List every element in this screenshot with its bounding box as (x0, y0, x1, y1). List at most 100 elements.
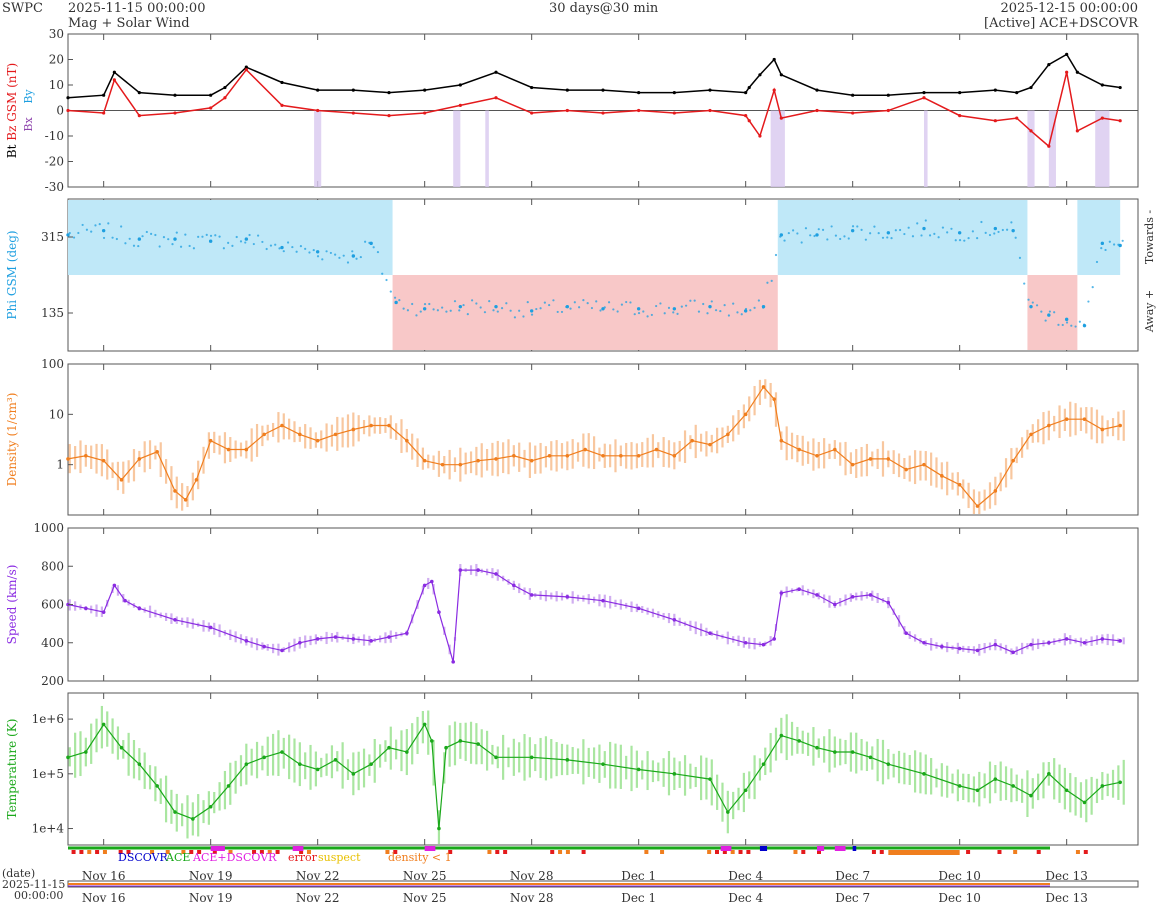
series-bt-point (672, 91, 676, 95)
series-temperature-point (262, 755, 266, 760)
phi-point (364, 240, 367, 243)
series-bz-point (223, 96, 227, 100)
start-time: 2025-11-15 00:00:00 (68, 1, 206, 16)
y-tick-label: 200 (41, 674, 64, 688)
quality-flag-mark (966, 850, 971, 854)
phi-point (1100, 247, 1103, 250)
phi-point (860, 228, 863, 231)
quality-flag-mark (565, 850, 570, 854)
series-density-point (743, 412, 748, 417)
phi-point (471, 299, 474, 302)
series-speed-point (672, 618, 677, 622)
phi-point (539, 307, 542, 310)
quality-flag-mark (150, 850, 155, 854)
series-speed-point (601, 598, 605, 603)
phi-point (214, 234, 217, 237)
series-temperature-point (494, 755, 498, 760)
series-bt-point (494, 70, 498, 74)
series-bz-point (1065, 70, 1069, 74)
series-density-point (280, 423, 284, 428)
x-tick-label-top: Dec 13 (1045, 869, 1088, 883)
phi-point (877, 232, 880, 235)
quality-flag-mark (102, 850, 107, 854)
series-speed-point (815, 593, 819, 597)
phi-point (1078, 320, 1081, 323)
phi-point (351, 250, 354, 253)
source-ace-dscovr-mark (834, 846, 846, 851)
series-speed-point (101, 610, 106, 614)
phi-point (496, 310, 499, 313)
x-tick-label-bottom: Dec 10 (938, 891, 981, 905)
phi-point (890, 237, 893, 240)
phi-point (530, 313, 534, 316)
series-bt-point (137, 91, 141, 95)
quality-flag-mark (448, 850, 453, 854)
phi-point (419, 310, 422, 313)
series-temperature-point (444, 745, 448, 750)
series-speed-point (458, 568, 463, 572)
series-speed-point (512, 583, 516, 588)
legend-error: error (288, 851, 318, 864)
series-bz-point (423, 111, 427, 115)
x-tick-label-top: Dec 4 (728, 869, 763, 883)
series-speed-point (636, 606, 641, 611)
series-density-point (726, 432, 730, 437)
phi-point (1040, 310, 1043, 313)
phi-point (762, 306, 765, 309)
phi-point (920, 234, 923, 237)
phi-point (636, 307, 641, 311)
series-bt-line (67, 53, 1121, 99)
quality-flag-mark (997, 850, 1002, 854)
series-bt-point (772, 57, 776, 62)
series-density-point (183, 498, 188, 502)
phi-point (201, 235, 204, 238)
y-tick-label: 600 (41, 598, 64, 612)
phi-point (817, 228, 820, 231)
series-density-point (601, 454, 605, 458)
series-density-point (315, 438, 320, 443)
phi-point (338, 256, 341, 259)
phi-point (655, 304, 658, 308)
phi-point (492, 309, 495, 312)
phi-point (1100, 241, 1105, 246)
series-density-point (619, 454, 623, 458)
series-speed-point (772, 637, 776, 641)
series-bz-point (565, 108, 569, 113)
phi-point (650, 313, 653, 317)
phi-point (809, 234, 812, 237)
legend-dscovr: DSCOVR (118, 851, 169, 864)
phi-point (441, 306, 444, 309)
series-temperature-point (1118, 780, 1122, 785)
series-speed-point (369, 639, 373, 643)
series-density-point (405, 438, 409, 443)
y-tick-label: 10 (49, 407, 64, 421)
legend-ace-dscovr: ACE+DSCOVR (192, 851, 277, 864)
quality-flag-mark (118, 850, 123, 854)
phi-point (1011, 228, 1015, 233)
series-bt-point (423, 88, 427, 92)
series-bz-point (779, 116, 783, 120)
series-speed-point (904, 631, 908, 635)
y-tick-label: 30 (49, 27, 64, 41)
phi-point (376, 250, 380, 254)
quality-flag-mark (558, 850, 563, 854)
series-bz-point (1029, 129, 1033, 133)
phi-point (466, 313, 469, 316)
series-bt-point (112, 70, 116, 74)
phi-point (783, 239, 786, 242)
series-bt-point (747, 85, 751, 90)
phi-point (432, 308, 435, 311)
phi-point (329, 251, 332, 255)
series-speed-point (430, 579, 434, 584)
quality-flag-mark (644, 850, 649, 854)
phi-point (167, 238, 170, 241)
phi-point (526, 301, 529, 304)
x-tick-label-bottom: Nov 25 (403, 891, 447, 905)
series-density-point (194, 478, 199, 482)
phi-point (672, 307, 677, 311)
series-temperature-point (761, 762, 766, 766)
series-density-point (672, 454, 677, 458)
phi-point (98, 223, 101, 226)
phi-point (637, 311, 641, 315)
